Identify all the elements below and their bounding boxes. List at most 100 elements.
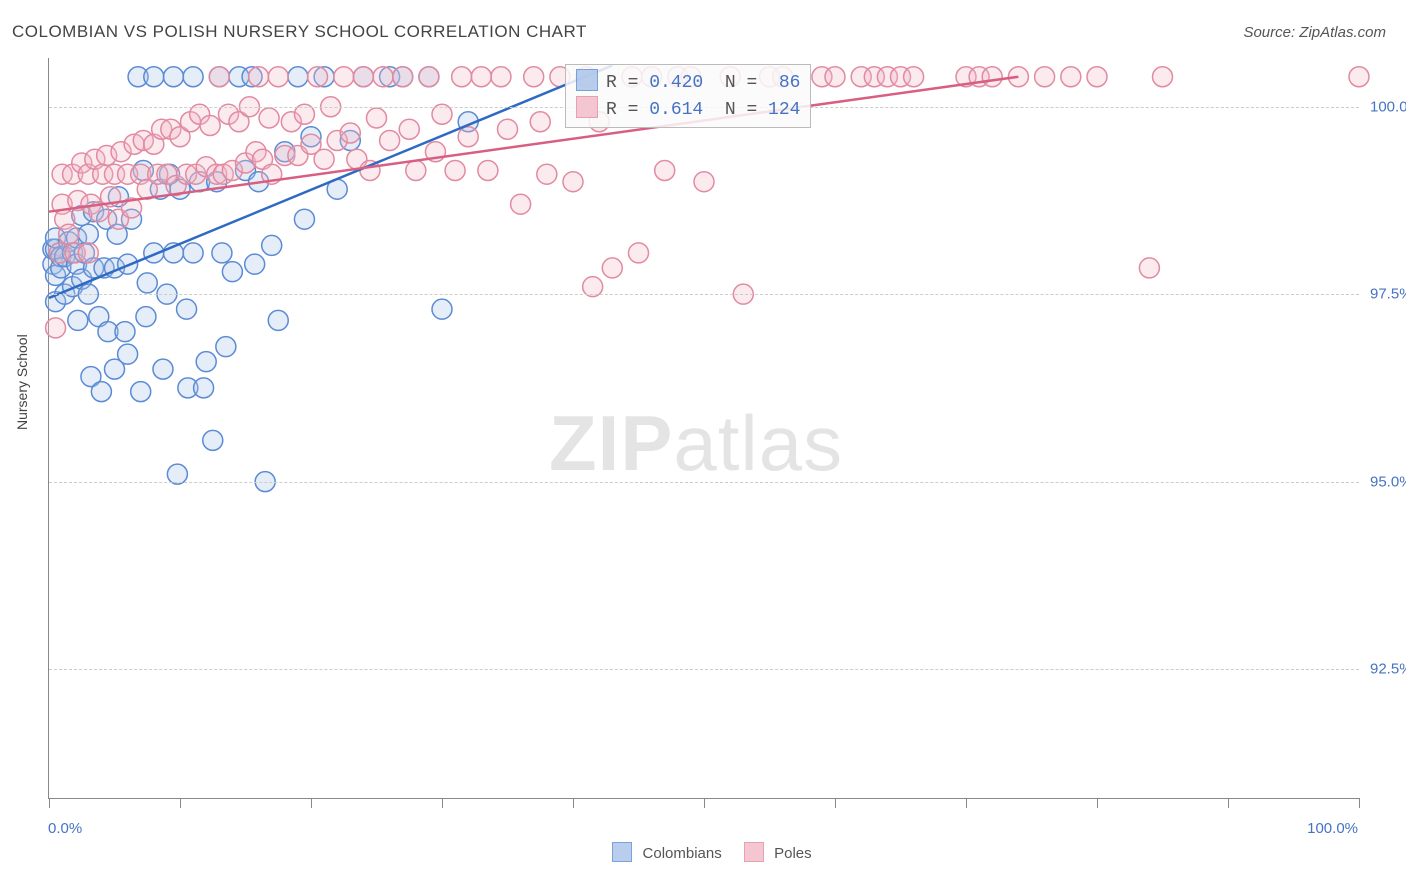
data-point xyxy=(340,123,360,143)
x-tick xyxy=(442,798,443,808)
data-point xyxy=(471,67,491,87)
data-point xyxy=(367,108,387,128)
data-point xyxy=(393,67,413,87)
data-point xyxy=(380,130,400,150)
data-point xyxy=(498,119,518,139)
stat-row: R = 0.614 N = 124 xyxy=(576,96,800,123)
data-point xyxy=(334,67,354,87)
data-point xyxy=(1139,258,1159,278)
stat-r-value: 0.420 xyxy=(649,73,703,93)
y-tick-label: 95.0% xyxy=(1370,473,1406,490)
stat-n-label: N = xyxy=(703,73,768,93)
data-point xyxy=(216,337,236,357)
data-point xyxy=(629,243,649,263)
chart-title: COLOMBIAN VS POLISH NURSERY SCHOOL CORRE… xyxy=(12,22,587,42)
grid-line xyxy=(49,482,1359,483)
x-tick-label: 0.0% xyxy=(48,820,82,837)
data-point xyxy=(1349,67,1369,87)
x-tick xyxy=(704,798,705,808)
x-tick xyxy=(966,798,967,808)
data-point xyxy=(177,299,197,319)
data-point xyxy=(46,318,66,338)
data-point xyxy=(406,160,426,180)
legend-bottom: Colombians Poles xyxy=(0,842,1406,862)
data-point xyxy=(563,172,583,192)
data-point xyxy=(262,235,282,255)
data-point xyxy=(904,67,924,87)
y-axis-title: Nursery School xyxy=(14,334,30,430)
stat-row: R = 0.420 N = 86 xyxy=(576,69,800,96)
data-point xyxy=(530,112,550,132)
x-tick xyxy=(49,798,50,808)
poles-swatch xyxy=(744,842,764,862)
data-point xyxy=(288,67,308,87)
data-point xyxy=(212,243,232,263)
data-point xyxy=(131,382,151,402)
data-point xyxy=(825,67,845,87)
data-point xyxy=(222,262,242,282)
y-tick-label: 92.5% xyxy=(1370,661,1406,678)
data-point xyxy=(314,149,334,169)
data-point xyxy=(136,307,156,327)
x-tick xyxy=(1097,798,1098,808)
data-point xyxy=(78,224,98,244)
data-point xyxy=(115,322,135,342)
data-point xyxy=(203,430,223,450)
stat-r-label: R = xyxy=(606,100,649,120)
grid-line xyxy=(49,294,1359,295)
data-point xyxy=(452,67,472,87)
colombians-label: Colombians xyxy=(643,845,722,862)
chart-svg xyxy=(49,58,1359,798)
data-point xyxy=(183,67,203,87)
poles-label: Poles xyxy=(774,845,812,862)
data-point xyxy=(478,160,498,180)
data-point xyxy=(1035,67,1055,87)
data-point xyxy=(537,164,557,184)
data-point xyxy=(91,382,111,402)
data-point xyxy=(294,209,314,229)
data-point xyxy=(194,378,214,398)
data-point xyxy=(268,310,288,330)
data-point xyxy=(153,359,173,379)
data-point xyxy=(59,224,79,244)
x-tick xyxy=(180,798,181,808)
data-point xyxy=(419,67,439,87)
stat-n-value: 124 xyxy=(768,100,800,120)
grid-line xyxy=(49,669,1359,670)
data-point xyxy=(163,67,183,87)
data-point xyxy=(209,67,229,87)
data-point xyxy=(353,67,373,87)
data-point xyxy=(137,273,157,293)
x-tick xyxy=(1228,798,1229,808)
data-point xyxy=(200,115,220,135)
data-point xyxy=(491,67,511,87)
x-tick-label: 100.0% xyxy=(1307,820,1358,837)
data-point xyxy=(1153,67,1173,87)
data-point xyxy=(1061,67,1081,87)
x-tick xyxy=(311,798,312,808)
data-point xyxy=(245,254,265,274)
stat-n-value: 86 xyxy=(768,73,800,93)
data-point xyxy=(399,119,419,139)
stat-n-label: N = xyxy=(703,100,768,120)
data-point xyxy=(458,127,478,147)
x-tick xyxy=(1359,798,1360,808)
colombians-swatch xyxy=(612,842,632,862)
stat-swatch xyxy=(576,96,598,118)
data-point xyxy=(259,108,279,128)
data-point xyxy=(982,67,1002,87)
data-point xyxy=(602,258,622,278)
y-tick-label: 97.5% xyxy=(1370,286,1406,303)
data-point xyxy=(249,67,269,87)
x-tick xyxy=(573,798,574,808)
stat-swatch xyxy=(576,69,598,91)
y-tick-label: 100.0% xyxy=(1370,98,1406,115)
source-attribution: Source: ZipAtlas.com xyxy=(1243,24,1386,41)
data-point xyxy=(268,67,288,87)
data-point xyxy=(373,67,393,87)
data-point xyxy=(144,67,164,87)
data-point xyxy=(511,194,531,214)
data-point xyxy=(1087,67,1107,87)
correlation-stat-box: R = 0.420 N = 86R = 0.614 N = 124 xyxy=(565,64,811,128)
stat-r-value: 0.614 xyxy=(649,100,703,120)
